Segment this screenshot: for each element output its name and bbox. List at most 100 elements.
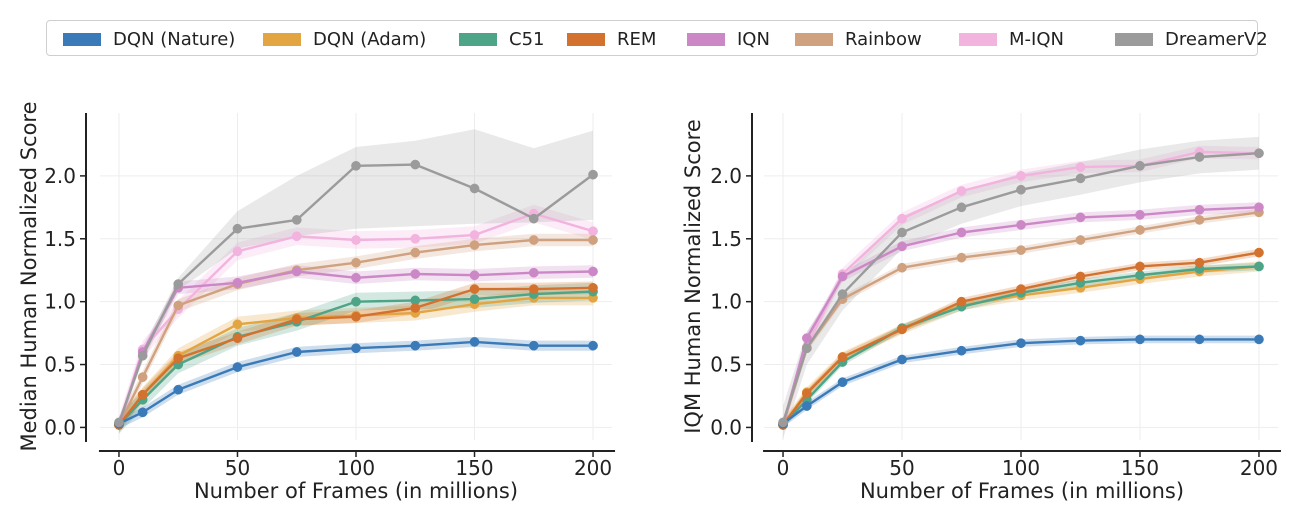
x-tick-label: 100	[1002, 456, 1040, 480]
data-point	[1254, 202, 1264, 213]
y-tick-label: 1.5	[710, 227, 742, 251]
data-point	[528, 340, 539, 351]
x-tick-label: 0	[113, 456, 126, 480]
x-tick-label: 50	[225, 456, 250, 480]
data-point	[528, 235, 539, 245]
legend-label: Rainbow	[845, 28, 922, 50]
data-point	[137, 389, 148, 400]
data-point	[410, 303, 421, 313]
data-point	[588, 340, 598, 351]
series-line	[117, 238, 593, 426]
legend-swatch	[459, 32, 497, 46]
y-tick-label: 1.0	[710, 290, 742, 314]
data-point	[173, 300, 184, 311]
data-point	[291, 266, 302, 277]
x-tick-label: 50	[889, 456, 914, 480]
data-point	[1016, 184, 1026, 195]
data-point	[232, 333, 243, 343]
series-line	[118, 340, 593, 425]
data-point	[956, 252, 967, 263]
legend-label: DreamerV2	[1165, 28, 1268, 50]
legend-label: REM	[617, 28, 657, 50]
data-point	[351, 272, 361, 283]
data-point	[1135, 334, 1145, 345]
data-point	[956, 296, 967, 307]
y-tick-label: 1.5	[44, 227, 76, 251]
data-point	[897, 354, 907, 365]
series-line	[118, 290, 594, 426]
data-point	[837, 271, 848, 282]
series-line	[782, 265, 1260, 426]
data-point	[469, 230, 480, 240]
data-point	[351, 296, 361, 307]
data-point	[173, 384, 184, 395]
legend-item: REM	[567, 21, 656, 57]
data-point	[801, 343, 812, 354]
data-point	[351, 235, 361, 245]
data-point	[232, 319, 243, 330]
legend-swatch	[795, 32, 833, 46]
series-line	[781, 150, 1260, 426]
x-tick-label: 200	[1240, 456, 1278, 480]
legend-label: C51	[509, 28, 545, 50]
data-point	[1135, 225, 1145, 235]
data-point	[801, 333, 812, 343]
data-point	[232, 246, 243, 257]
data-point	[291, 231, 302, 242]
data-point	[837, 377, 848, 387]
data-point	[410, 340, 421, 351]
series-line	[118, 286, 594, 426]
y-tick-label: 0.5	[710, 353, 742, 377]
x-tick-label: 0	[777, 456, 790, 480]
legend-item: Rainbow	[795, 21, 922, 57]
data-point	[1254, 148, 1264, 159]
data-point	[897, 213, 907, 224]
data-point	[469, 337, 480, 347]
data-point	[410, 233, 421, 244]
data-point	[1075, 162, 1086, 172]
data-point	[1075, 173, 1086, 184]
data-point	[1254, 247, 1264, 258]
data-point	[588, 235, 598, 245]
chart-panel-1: 0 50 100 150 200 0.0 0.5 1.0 1.5 2.0 Number of Fra…	[17, 101, 616, 503]
legend-swatch	[1115, 32, 1153, 46]
data-point	[291, 314, 302, 325]
data-point	[588, 266, 598, 277]
data-point	[469, 270, 480, 281]
legend-swatch	[687, 32, 725, 46]
x-tick-label: 150	[1121, 456, 1159, 480]
series-line	[782, 251, 1260, 426]
data-point	[232, 362, 243, 372]
series-line	[781, 206, 1260, 426]
data-point	[1194, 215, 1205, 225]
legend-swatch	[959, 32, 997, 46]
data-point	[232, 277, 243, 288]
series-line	[781, 152, 1260, 423]
data-point	[956, 186, 967, 196]
data-point	[528, 267, 539, 278]
data-point	[137, 372, 148, 382]
data-point	[1075, 235, 1086, 245]
data-point	[837, 352, 848, 362]
data-point	[1135, 210, 1145, 220]
data-point	[351, 160, 361, 171]
data-point	[1254, 261, 1264, 272]
data-point	[1135, 270, 1145, 281]
data-point	[469, 294, 480, 304]
legend-swatch	[63, 32, 101, 46]
data-point	[137, 407, 148, 418]
legend-item: C51	[459, 21, 544, 57]
legend-item: DQN (Adam)	[263, 21, 426, 57]
legend-item: DreamerV2	[1115, 21, 1268, 57]
data-point	[1135, 261, 1145, 272]
data-point	[1075, 271, 1086, 282]
data-point	[137, 350, 148, 361]
y-axis-title: Median Human Normalized Score	[17, 101, 41, 451]
y-tick-label: 2.0	[710, 164, 742, 188]
data-point	[801, 401, 812, 411]
series-line	[117, 163, 594, 423]
data-point	[291, 215, 302, 225]
data-point	[232, 223, 243, 234]
data-point	[588, 282, 598, 293]
